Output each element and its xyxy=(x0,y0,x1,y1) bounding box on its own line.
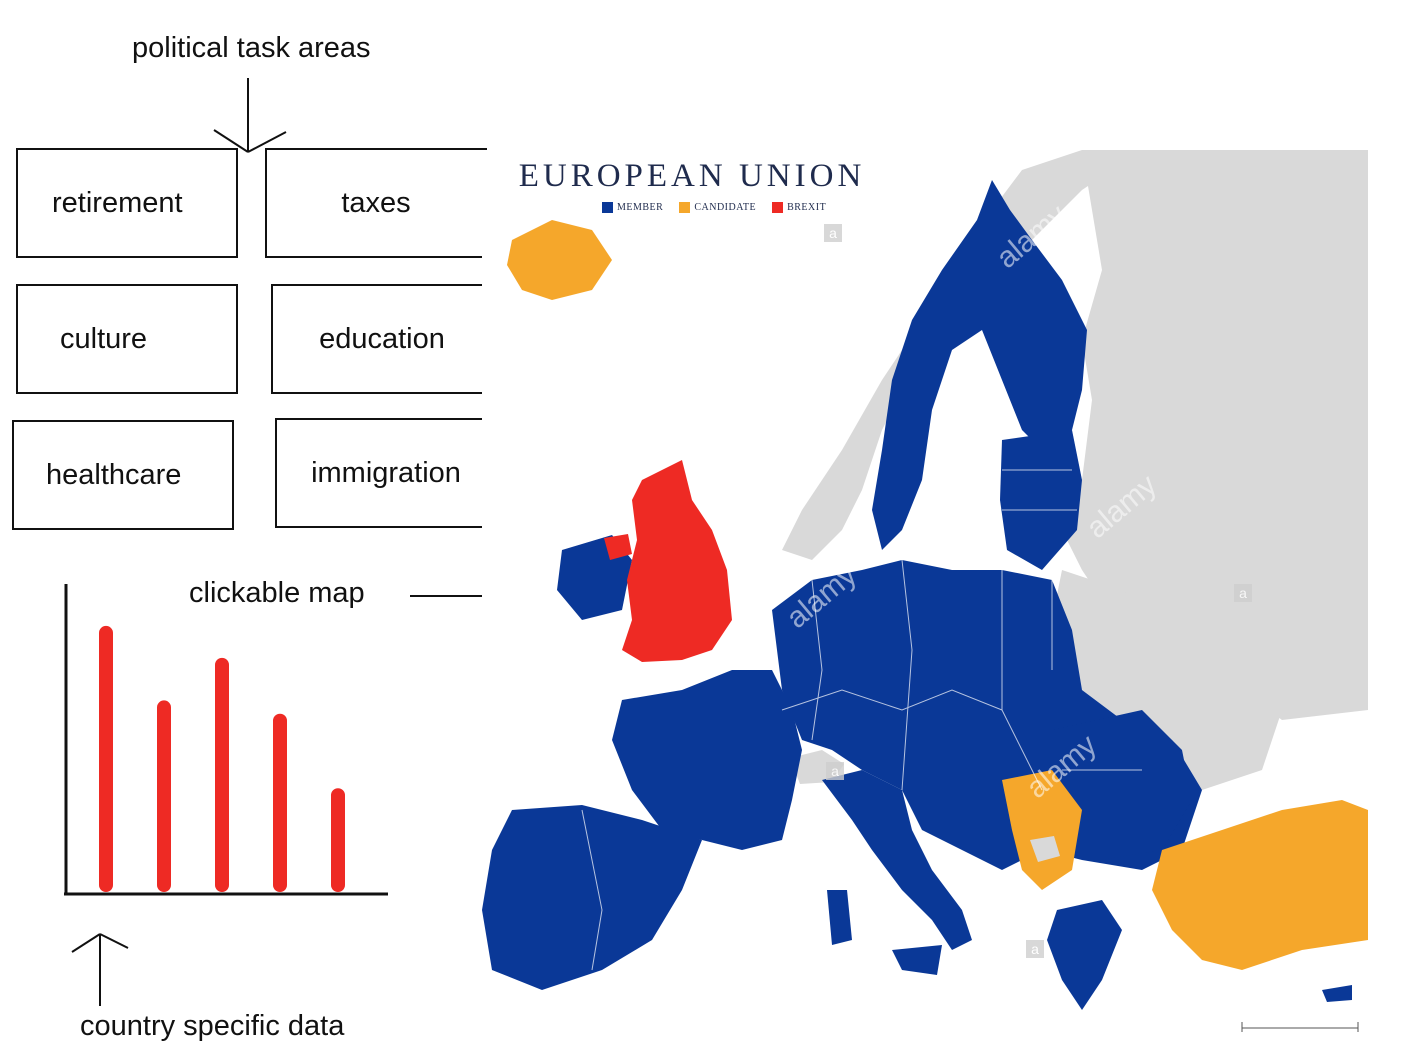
legend-swatch xyxy=(602,202,613,213)
watermark-box: a xyxy=(1026,940,1044,958)
country-borders xyxy=(581,469,1142,971)
task-immigration-button[interactable]: immigration xyxy=(275,418,497,528)
task-retirement-button[interactable]: retirement xyxy=(16,148,238,258)
clickable-map-label: clickable map xyxy=(189,577,365,609)
chart-bar xyxy=(99,625,113,892)
legend-brexit: BREXIT xyxy=(772,202,826,213)
task-taxes-button[interactable]: taxes xyxy=(265,148,487,258)
task-label: retirement xyxy=(52,186,183,219)
legend-label: MEMBER xyxy=(617,202,664,213)
task-culture-button[interactable]: culture xyxy=(16,284,238,394)
chart-bar xyxy=(157,700,171,892)
task-healthcare-button[interactable]: healthcare xyxy=(12,420,234,530)
country-data-chart xyxy=(64,584,388,896)
country-western-balkans-candidates xyxy=(1002,770,1082,890)
task-areas-arrow-icon xyxy=(213,78,287,153)
legend-swatch xyxy=(772,202,784,213)
watermark-box: a xyxy=(824,224,842,242)
country-scandinavia-eu xyxy=(872,180,1087,550)
country-sardinia xyxy=(827,890,852,945)
chart-bar xyxy=(215,657,229,892)
country-iceland xyxy=(507,220,612,300)
country-norway xyxy=(782,150,1142,560)
country-sicily xyxy=(892,945,942,975)
country-baltics xyxy=(1000,430,1082,570)
map-title: EUROPEAN UNION xyxy=(518,158,866,194)
task-areas-label: political task areas xyxy=(132,32,371,64)
eu-map-svg[interactable] xyxy=(482,150,1368,1042)
country-uk xyxy=(622,460,732,662)
task-education-button[interactable]: education xyxy=(271,284,493,394)
country-iberia xyxy=(482,805,702,990)
legend-member: MEMBER xyxy=(602,202,663,213)
chart-bar xyxy=(273,713,287,892)
task-label: immigration xyxy=(311,456,461,489)
country-ukraine-belarus xyxy=(1052,570,1282,790)
task-label: culture xyxy=(60,322,148,355)
task-label: healthcare xyxy=(46,458,182,491)
country-russia-east xyxy=(1062,150,1368,720)
country-turkey xyxy=(1152,800,1368,970)
country-cyprus xyxy=(1322,985,1352,1002)
watermark-box: a xyxy=(826,762,844,780)
country-data-label: country specific data xyxy=(80,1010,345,1042)
legend-candidate: CANDIDATE xyxy=(679,202,756,213)
eu-map[interactable]: EUROPEAN UNION MEMBER CANDIDATE BREXIT xyxy=(482,150,1368,1042)
country-kosovo xyxy=(1030,836,1060,862)
chart-bar xyxy=(331,788,345,892)
legend-swatch xyxy=(679,202,691,213)
country-france xyxy=(612,670,802,850)
country-italy xyxy=(822,770,972,950)
watermark-box: a xyxy=(1234,584,1252,602)
task-label: taxes xyxy=(341,186,411,219)
country-northern-ireland xyxy=(604,534,632,560)
map-scale-bar xyxy=(1241,1022,1359,1032)
country-greece xyxy=(1047,900,1122,1010)
map-legend: MEMBER CANDIDATE BREXIT xyxy=(602,202,826,213)
task-label: education xyxy=(319,322,445,355)
legend-label: BREXIT xyxy=(787,202,827,213)
country-data-arrow-icon xyxy=(71,933,129,1006)
legend-label: CANDIDATE xyxy=(694,202,757,213)
